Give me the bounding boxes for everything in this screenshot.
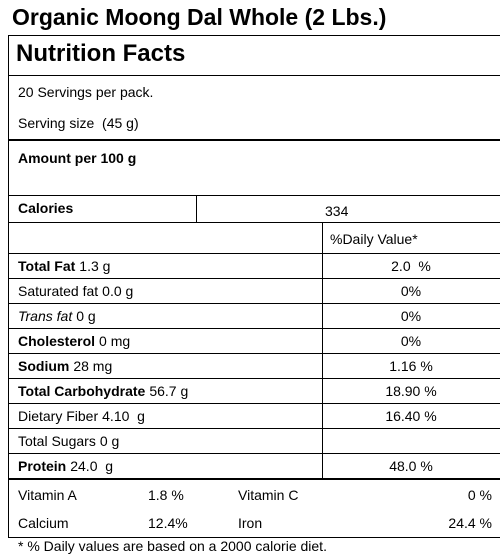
rule xyxy=(8,75,500,76)
daily-value: 0% xyxy=(400,283,422,299)
calories-label: Calories xyxy=(18,200,74,216)
nutrient-row: Total Sugars 0 g xyxy=(18,433,119,449)
divider xyxy=(196,195,197,222)
nutrient-row: Cholesterol 0 mg xyxy=(18,333,130,349)
nutrient-name: Total Fat xyxy=(18,258,76,274)
rule xyxy=(8,253,500,254)
rule xyxy=(8,403,500,404)
amount-per: Amount per 100 g xyxy=(18,150,137,166)
daily-value: 48.0 % xyxy=(389,458,433,474)
vitamin-value: 24.4 % xyxy=(448,515,492,531)
vitamin-name: Vitamin A xyxy=(18,487,77,503)
nutrient-row: Total Fat 1.3 g xyxy=(18,258,110,274)
daily-value: 16.40 % xyxy=(385,408,437,424)
heading: Nutrition Facts xyxy=(16,40,186,67)
nutrient-name: Total Carbohydrate xyxy=(18,383,146,399)
nutrient-row: Saturated fat 0.0 g xyxy=(18,283,133,299)
rule xyxy=(8,428,500,429)
nutrient-amount: 0.0 g xyxy=(102,283,134,299)
footnote: * % Daily values are based on a 2000 cal… xyxy=(18,538,327,554)
rule xyxy=(8,328,500,329)
rule xyxy=(8,195,500,196)
nutrient-name: Trans fat xyxy=(18,308,73,324)
vitamin-name: Calcium xyxy=(18,515,69,531)
nutrient-amount: 0 g xyxy=(99,433,120,449)
label-box xyxy=(8,35,500,538)
vitamin-name: Vitamin C xyxy=(238,487,299,503)
nutrient-amount: 24.0 g xyxy=(70,458,114,474)
rule xyxy=(8,378,500,379)
nutrient-amount: 0 mg xyxy=(99,333,131,349)
nutrient-amount: 1.3 g xyxy=(79,258,111,274)
vitamin-value: 0 % xyxy=(467,487,492,503)
rule xyxy=(8,222,500,223)
nutrient-row: Trans fat 0 g xyxy=(18,308,96,324)
product-title: Organic Moong Dal Whole (2 Lbs.) xyxy=(12,4,387,30)
rule xyxy=(8,303,500,304)
nutrient-name: Total Sugars xyxy=(18,433,96,449)
nutrient-row: Protein 24.0 g xyxy=(18,458,113,474)
nutrient-amount: 56.7 g xyxy=(149,383,189,399)
calories-value: 334 xyxy=(325,203,349,219)
nutrient-amount: 4.10 g xyxy=(102,408,145,424)
nutrient-row: Total Carbohydrate 56.7 g xyxy=(18,383,188,399)
daily-value: 0% xyxy=(400,333,422,349)
serving-size: Serving size (45 g) xyxy=(18,115,139,131)
daily-value: 0% xyxy=(400,308,422,324)
nutrient-name: Dietary Fiber xyxy=(18,408,99,424)
nutrient-amount: 0 g xyxy=(76,308,96,324)
rule xyxy=(8,278,500,279)
daily-value: 2.0 % xyxy=(391,258,431,274)
nutrient-name: Cholesterol xyxy=(18,333,96,349)
servings: 20 Servings per pack. xyxy=(18,84,154,100)
nutrient-amount: 28 mg xyxy=(73,358,113,374)
daily-value: 18.90 % xyxy=(385,383,437,399)
nutrient-name: Protein xyxy=(18,458,67,474)
vitamin-value: 12.4% xyxy=(148,515,188,531)
vitamin-value: 1.8 % xyxy=(148,487,184,503)
rule xyxy=(8,353,500,354)
rule xyxy=(8,478,500,480)
daily-value-header: %Daily Value* xyxy=(330,231,418,247)
daily-value: 1.16 % xyxy=(389,358,433,374)
nutrient-name: Sodium xyxy=(18,358,70,374)
divider xyxy=(322,222,323,480)
rule xyxy=(8,139,500,141)
nutrient-row: Dietary Fiber 4.10 g xyxy=(18,408,145,424)
vitamin-name: Iron xyxy=(238,515,263,531)
nutrient-name: Saturated fat xyxy=(18,283,99,299)
nutrient-row: Sodium 28 mg xyxy=(18,358,112,374)
rule xyxy=(8,453,500,454)
